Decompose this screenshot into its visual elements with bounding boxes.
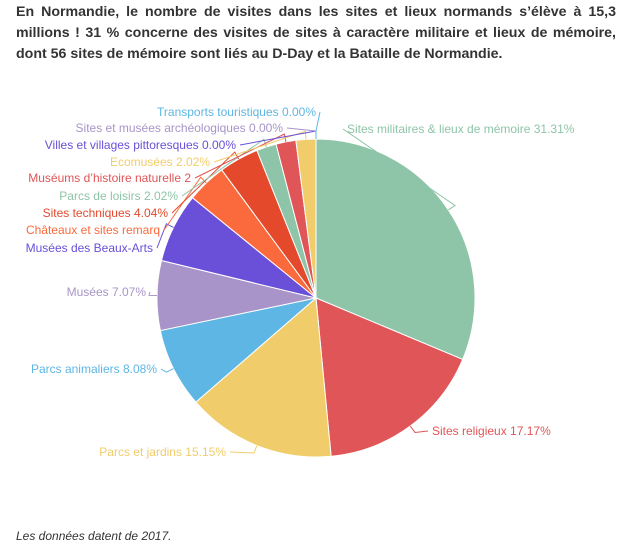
label-sites-et-musees-archeologiques: Sites et musées archéologiques 0.00% <box>76 121 284 135</box>
connector-parcs-et-jardins <box>229 445 258 454</box>
connector-transports-touristiques <box>315 111 321 139</box>
connector-musees-des-beaux-arts <box>156 223 174 249</box>
intro-line-1: En Normandie, le nombre de visites dans … <box>16 4 616 20</box>
intro-line-3: dont 56 sites de mémoire sont liés au D-… <box>16 46 503 62</box>
slice-parcs-et-jardins[interactable] <box>195 296 332 458</box>
label-parcs-animaliers: Parcs animaliers 8.08% <box>31 362 157 376</box>
label-musees: Musées 7.07% <box>67 285 147 299</box>
label-parcs-de-loisirs: Parcs de loisirs 2.02% <box>59 189 178 203</box>
label-ecomusees: Ecomusées 2.02% <box>110 155 210 169</box>
label-parcs-et-jardins: Parcs et jardins 15.15% <box>99 445 226 459</box>
label-connectors <box>148 111 456 454</box>
label-musees-des-beaux-arts: Musées des Beaux-Arts <box>26 241 153 255</box>
connector-sites-religieux <box>409 425 429 434</box>
slice-sites-militaires-lieux-de-memoire[interactable] <box>315 138 476 361</box>
connector-parcs-animaliers <box>160 368 174 373</box>
intro-paragraph: En Normandie, le nombre de visites dans … <box>16 2 616 65</box>
label-transports-touristiques: Transports touristiques 0.00% <box>157 105 316 119</box>
intro-line-2: millions ! 31 % concerne des visites de … <box>16 25 616 41</box>
label-museums-d-histoire-naturelle: Muséums d’histoire naturelle 2 <box>28 171 191 185</box>
label-sites-techniques: Sites techniques 4.04% <box>43 206 169 220</box>
label-villes-et-villages-pittoresques: Villes et villages pittoresques 0.00% <box>45 138 237 152</box>
connector-museums-d-histoire-naturelle <box>194 133 287 179</box>
label-chateaux-et-sites-remarquables: Châteaux et sites remarq <box>26 223 160 237</box>
slice-labels: Sites militaires & lieux de mémoire 31.3… <box>26 105 575 459</box>
connector-ecomusees <box>213 130 307 163</box>
footnote: Les données datent de 2017. <box>16 529 172 543</box>
pie-slices <box>156 138 476 458</box>
connector-sites-militaires-lieux-de-memoire <box>342 128 456 211</box>
label-sites-militaires-lieux-de-memoire: Sites militaires & lieux de mémoire 31.3… <box>347 122 575 136</box>
connector-musees <box>148 291 158 296</box>
label-sites-religieux: Sites religieux 17.17% <box>432 424 551 438</box>
slice-sites-religieux[interactable] <box>315 297 464 457</box>
